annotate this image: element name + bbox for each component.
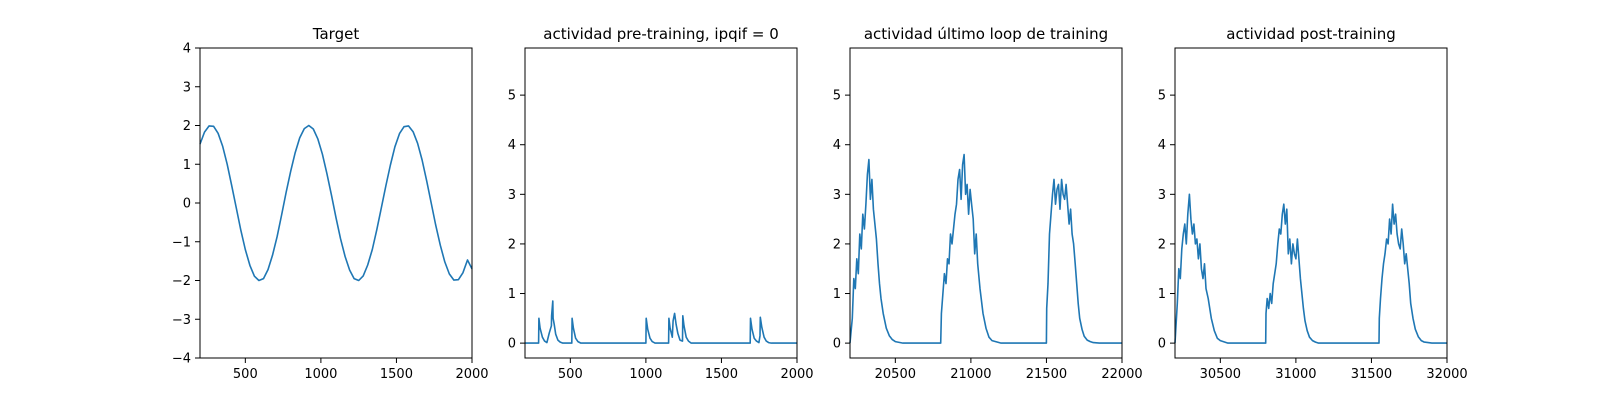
y-tick-label: 0 (508, 337, 516, 352)
panel-title: actividad último loop de training (864, 25, 1108, 43)
axes-frame (524, 47, 798, 359)
series-line (1174, 193, 1447, 344)
x-tick-label: 21500 (1026, 367, 1067, 382)
y-tick-label: 4 (183, 42, 191, 57)
x-tick-label: 500 (558, 367, 583, 382)
axes-frame (1174, 47, 1448, 359)
y-tick-label: 3 (183, 80, 191, 95)
x-tick-label: 500 (233, 367, 258, 382)
y-tick-label: −1 (172, 235, 191, 250)
panel-title: actividad post-training (1226, 25, 1395, 43)
panel-2: actividad pre-training, ipqif = 0 500 1000… (508, 25, 814, 382)
y-tick-label: 3 (508, 188, 516, 203)
x-tick-label: 20500 (875, 367, 916, 382)
y-tick-label: 2 (833, 237, 841, 252)
y-tick-label: −3 (172, 313, 191, 328)
x-tick-label: 31000 (1275, 367, 1316, 382)
y-tick-label: 2 (183, 119, 191, 134)
panel-1: Target 500 1000 1500 2000 −4 −3 −2 −1 0 1 2 3 4 (172, 25, 489, 382)
x-tick-label: 32000 (1426, 367, 1467, 382)
y-tick-label: 2 (508, 237, 516, 252)
panel-title: Target (312, 25, 360, 43)
x-tick-label: 1500 (380, 367, 413, 382)
y-tick-label: −2 (172, 274, 191, 289)
x-tick-label: 1500 (705, 367, 738, 382)
x-tick-label: 2000 (780, 367, 813, 382)
y-tick-label: −4 (172, 352, 191, 367)
y-tick-label: 0 (833, 337, 841, 352)
y-tick-label: 0 (1158, 337, 1166, 352)
y-tick-label: 5 (1158, 89, 1166, 104)
x-tick-label: 1000 (304, 367, 337, 382)
x-tick-label: 1000 (629, 367, 662, 382)
y-tick-label: 1 (508, 287, 516, 302)
y-tick-label: 4 (508, 138, 516, 153)
x-tick-label: 30500 (1200, 367, 1241, 382)
y-tick-label: 3 (1158, 188, 1166, 203)
series-line (849, 153, 1122, 344)
x-tick-label: 2000 (455, 367, 488, 382)
axes-frame (849, 47, 1123, 359)
y-tick-label: 1 (1158, 287, 1166, 302)
x-tick-label: 31500 (1351, 367, 1392, 382)
y-tick-label: 5 (833, 89, 841, 104)
y-tick-label: 4 (833, 138, 841, 153)
y-tick-label: 4 (1158, 138, 1166, 153)
y-tick-label: 2 (1158, 237, 1166, 252)
series-line (199, 124, 473, 282)
y-tick-label: 3 (833, 188, 841, 203)
y-tick-label: 5 (508, 89, 516, 104)
series-line (525, 300, 797, 344)
x-tick-label: 21000 (950, 367, 991, 382)
y-tick-label: 1 (183, 158, 191, 173)
x-tick-label: 22000 (1101, 367, 1142, 382)
y-tick-label: 0 (183, 197, 191, 212)
y-tick-label: 1 (833, 287, 841, 302)
panel-title: actividad pre-training, ipqif = 0 (543, 25, 779, 43)
